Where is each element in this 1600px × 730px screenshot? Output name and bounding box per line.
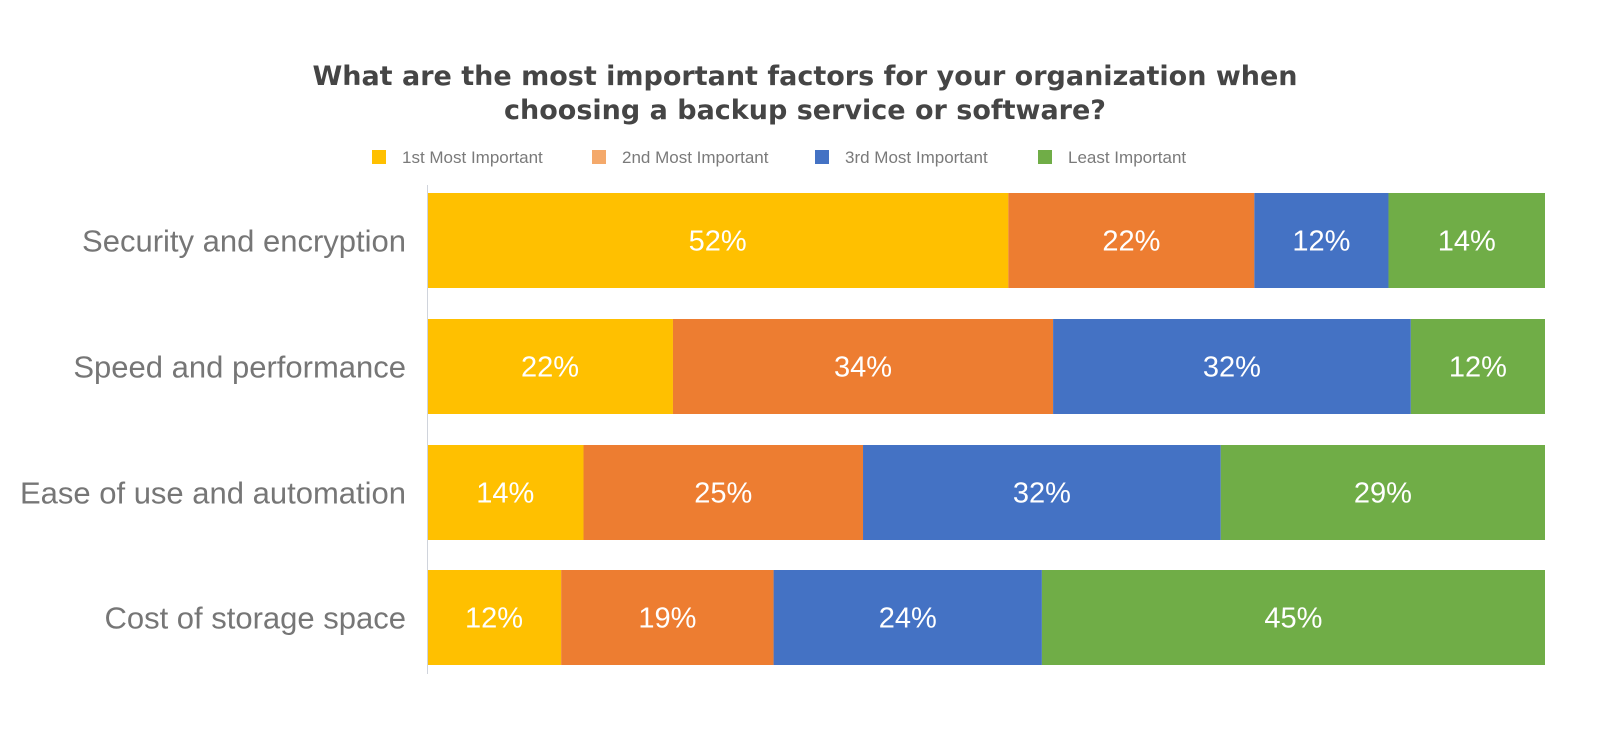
legend-label: 2nd Most Important: [622, 148, 769, 167]
data-label: 24%: [879, 603, 937, 635]
bar-segment-least-important: [1410, 319, 1545, 414]
data-label: 12%: [1292, 226, 1350, 258]
data-label: 45%: [1264, 603, 1322, 635]
data-label: 32%: [1013, 478, 1071, 510]
bar-segment-1st-most-important: [427, 319, 673, 414]
bar-row-speed-and-performance: 22% 34% 32% 12%: [427, 319, 1545, 414]
legend-item-1st-most-important: 1st Most Important: [372, 148, 543, 167]
bar-row-security-and-encryption: 52% 22% 12% 14%: [427, 193, 1545, 288]
bar-row-cost-of-storage-space: 12% 19% 24% 45%: [427, 570, 1545, 665]
category-labels: Security and encryption Speed and perform…: [20, 224, 406, 636]
data-label: 12%: [1449, 352, 1507, 384]
data-label: 19%: [638, 603, 696, 635]
legend-label: 1st Most Important: [402, 148, 543, 167]
bar-segment-1st-most-important: [427, 570, 562, 665]
bar-segment-3rd-most-important: [1053, 319, 1411, 414]
data-label: 22%: [521, 352, 579, 384]
data-label: 12%: [465, 603, 523, 635]
bar-segment-least-important: [1220, 445, 1545, 540]
bar-segment-least-important: [1041, 570, 1545, 665]
bar-segment-2nd-most-important: [672, 319, 1054, 414]
legend-label: 3rd Most Important: [845, 148, 988, 167]
bar-row-ease-of-use-and-automation: 14% 25% 32% 29%: [427, 445, 1545, 540]
chart-title-line-1: What are the most important factors for …: [312, 61, 1297, 92]
bar-segment-2nd-most-important: [583, 445, 864, 540]
bar-segment-3rd-most-important: [773, 570, 1042, 665]
category-label-cost-of-storage-space: Cost of storage space: [104, 601, 406, 636]
chart-title-line-2: choosing a backup service or software?: [504, 95, 1106, 126]
legend-marker: [1038, 150, 1052, 164]
bar-segment-3rd-most-important: [863, 445, 1221, 540]
chart-title: What are the most important factors for …: [312, 61, 1297, 126]
legend-item-least-important: Least Important: [1038, 148, 1186, 167]
bar-segment-1st-most-important: [427, 445, 584, 540]
category-label-speed-and-performance: Speed and performance: [73, 350, 406, 385]
bar-segment-least-important: [1388, 193, 1545, 288]
bar-segment-2nd-most-important: [1008, 193, 1255, 288]
data-label: 32%: [1203, 352, 1261, 384]
bar-segment-3rd-most-important: [1254, 193, 1389, 288]
bars: 52% 22% 12% 14%22% 34% 32% 12%14% 25% 32% 29%12% 1…: [427, 193, 1545, 665]
data-label: 29%: [1354, 478, 1412, 510]
data-label: 52%: [689, 226, 747, 258]
legend-marker: [372, 150, 386, 164]
legend-item-3rd-most-important: 3rd Most Important: [815, 148, 988, 167]
bar-segment-2nd-most-important: [561, 570, 774, 665]
data-label: 14%: [476, 478, 534, 510]
data-label: 25%: [694, 478, 752, 510]
legend-item-2nd-most-important: 2nd Most Important: [592, 148, 769, 167]
bar-segment-1st-most-important: [427, 193, 1009, 288]
legend: 1st Most Important 2nd Most Important 3rd …: [372, 148, 1186, 167]
data-label: 22%: [1102, 226, 1160, 258]
legend-marker: [592, 150, 606, 164]
legend-label: Least Important: [1068, 148, 1186, 167]
data-label: 14%: [1438, 226, 1496, 258]
legend-marker: [815, 150, 829, 164]
category-label-ease-of-use-and-automation: Ease of use and automation: [20, 476, 406, 511]
category-label-security-and-encryption: Security and encryption: [82, 224, 406, 259]
data-label: 34%: [834, 352, 892, 384]
